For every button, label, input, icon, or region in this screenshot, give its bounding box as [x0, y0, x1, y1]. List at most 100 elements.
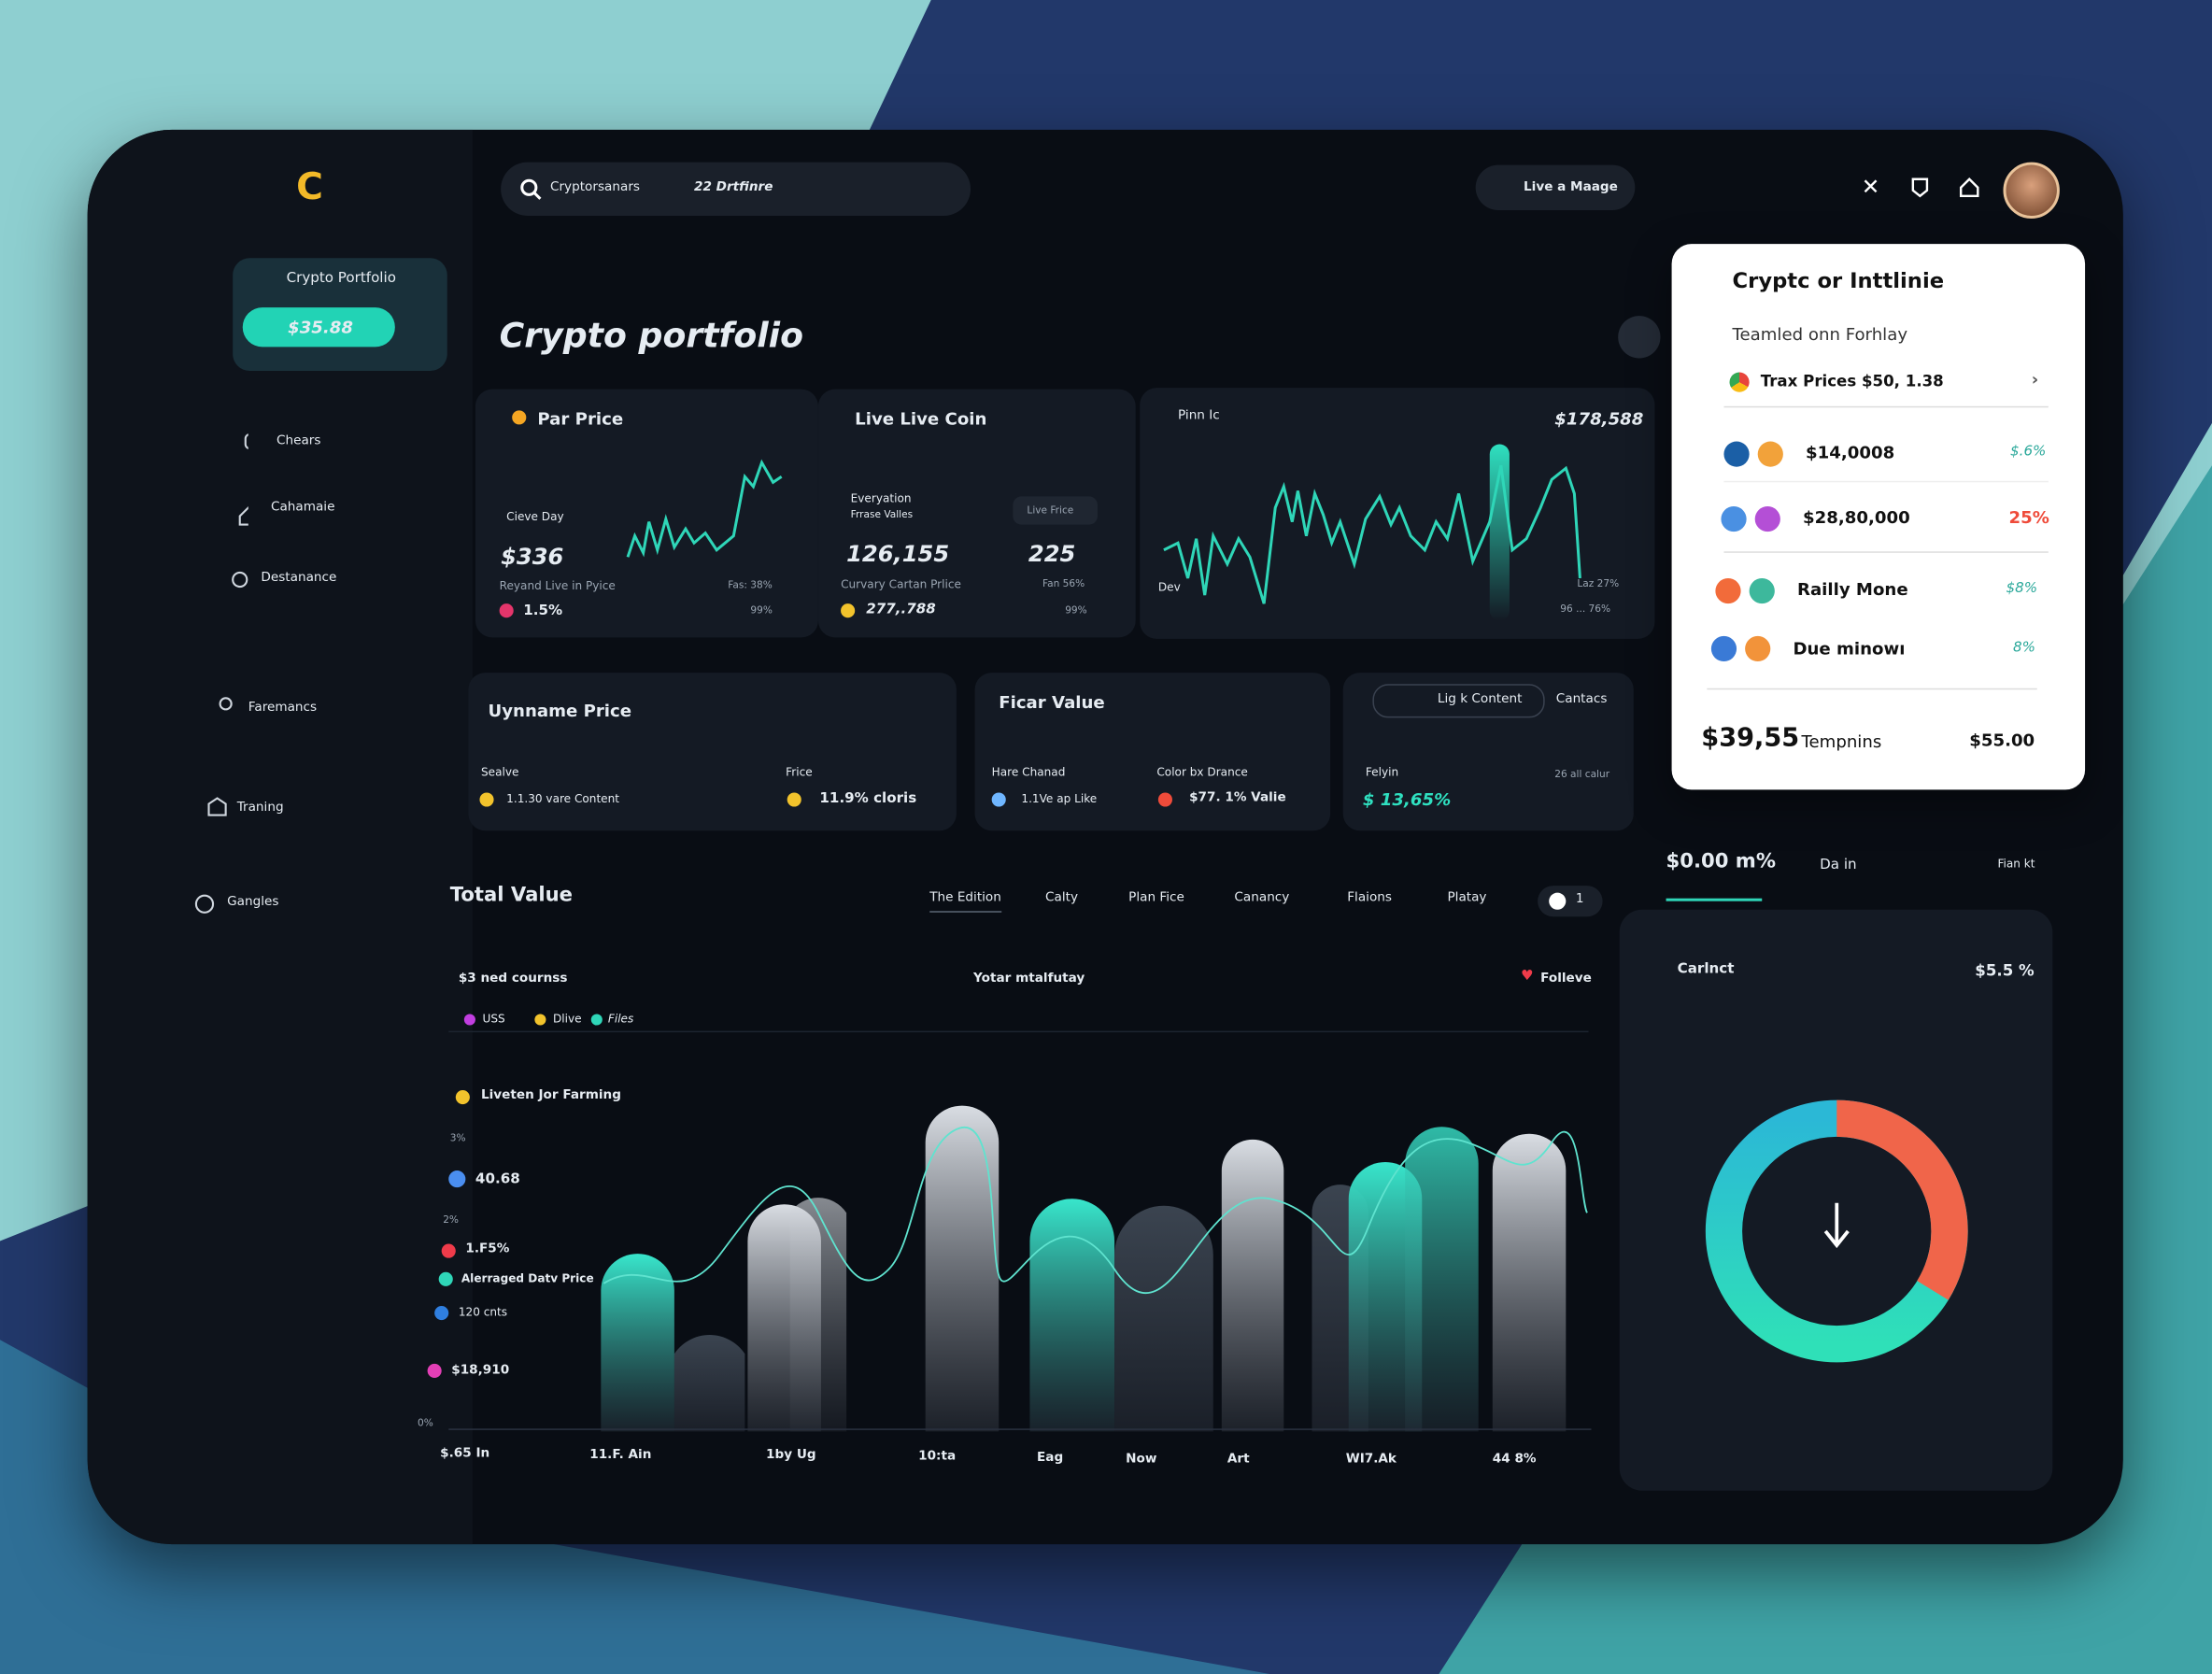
card-right2: 99%	[1065, 604, 1087, 617]
divider	[1723, 551, 2049, 553]
logo[interactable]: C	[296, 166, 323, 209]
donut-card	[1619, 909, 2053, 1491]
divider	[1723, 480, 2049, 483]
stat-value: $77. 1% Valie	[1189, 790, 1286, 806]
chart-center: Yotar mtalfutay	[973, 972, 1085, 986]
link-icon	[1729, 372, 1750, 392]
stat-tab[interactable]: Cantacs	[1555, 692, 1608, 707]
summary-tab[interactable]: Da in	[1820, 857, 1857, 873]
row-change: $.6%	[2010, 444, 2047, 461]
legend-item: Files	[607, 1012, 634, 1026]
card-title: Par Price	[537, 408, 624, 429]
toggle-knob[interactable]	[1549, 892, 1567, 910]
search-filter[interactable]: 22 Drtfinre	[694, 180, 773, 195]
nav-item[interactable]: Gangles	[227, 895, 279, 910]
row-value: $14,0008	[1806, 443, 1895, 463]
x-label: 10:ta	[918, 1449, 957, 1465]
summary-tab[interactable]: Fian kt	[1997, 857, 2035, 871]
section-title: Total Value	[449, 884, 573, 907]
y-icon	[448, 1170, 466, 1188]
search-text[interactable]: Cryptorsanars	[549, 180, 640, 195]
action-label[interactable]: Live a Maage	[1524, 180, 1618, 195]
portfolio-label: Crypto Portfolio	[286, 270, 396, 287]
card-right: Fas: 38%	[728, 579, 773, 591]
panel-title: Cryptc or Inttlinie	[1732, 267, 1945, 294]
change-icon	[841, 603, 856, 618]
action-button[interactable]	[1475, 164, 1636, 210]
nav-item[interactable]: Destanance	[261, 571, 337, 586]
y-icon	[434, 1305, 449, 1321]
heart-icon: ♥	[1520, 969, 1534, 985]
chip-label[interactable]: Live Frice	[1027, 504, 1074, 517]
up-button[interactable]	[1618, 316, 1661, 359]
row-change: 25%	[2008, 507, 2049, 528]
stat-note: 26 all calur	[1554, 768, 1610, 780]
sparkline	[626, 459, 783, 558]
card-value: 126,155	[846, 540, 950, 567]
coin-icon	[512, 410, 527, 425]
chip[interactable]	[1013, 496, 1098, 525]
y-icon	[441, 1243, 456, 1258]
toggle[interactable]	[1538, 886, 1603, 917]
tab[interactable]: The Edition	[929, 891, 1001, 913]
row-value: $28,80,000	[1803, 507, 1910, 528]
nav-item[interactable]: Faremancs	[248, 701, 318, 716]
nav-item[interactable]: Chears	[276, 433, 321, 449]
divider	[1707, 688, 2037, 690]
legend-item: Dlive	[552, 1012, 582, 1026]
coin-icon	[1721, 505, 1747, 532]
search-bar[interactable]	[501, 162, 971, 216]
content-tab[interactable]	[1372, 684, 1545, 718]
baseline	[448, 1428, 1592, 1430]
coin-icon	[1710, 635, 1737, 662]
stat-icon	[991, 792, 1006, 807]
coin-icon	[1745, 635, 1771, 662]
area-chart	[601, 1105, 1588, 1432]
card-value: 225	[1028, 540, 1076, 567]
stat-value: 11.9% cloris	[819, 790, 917, 807]
tab[interactable]: Plan Fice	[1128, 891, 1184, 906]
y-icon	[427, 1363, 442, 1378]
toggle-label[interactable]: 1	[1575, 892, 1584, 907]
stat-title: Ficar Value	[999, 692, 1105, 713]
stat-label: Color bx Drance	[1156, 765, 1248, 779]
y-icon	[438, 1271, 453, 1286]
y-label: $18,910	[451, 1363, 510, 1378]
card-right2: 99%	[750, 604, 773, 617]
header-icons[interactable]	[1859, 174, 1986, 202]
stat-label: Felyin	[1365, 765, 1399, 779]
stat-icon	[787, 792, 801, 807]
nav-item[interactable]: Cahamaie	[270, 500, 335, 516]
y-label: 3%	[449, 1132, 466, 1144]
farming-label: Liveten Jor Farming	[480, 1088, 621, 1103]
footer-label: Tempnins	[1801, 731, 1882, 752]
legend-item: USS	[482, 1012, 505, 1026]
donut-title: Carlnct	[1677, 961, 1735, 978]
balance-pill[interactable]	[242, 307, 395, 348]
panel-link[interactable]: Trax Prices $50, 1.38	[1760, 372, 1944, 391]
follow[interactable]: Folleve	[1540, 972, 1592, 986]
stat-icon	[1157, 792, 1172, 807]
stat-value: 1.1Ve ap Like	[1021, 792, 1098, 806]
stat-value: $ 13,65%	[1362, 789, 1452, 810]
stat-label: Frice	[786, 765, 813, 779]
stat-label: Hare Chanad	[991, 765, 1066, 779]
card-left: Dev	[1157, 580, 1181, 594]
balance[interactable]: $35.88	[288, 317, 354, 337]
avatar[interactable]	[2003, 162, 2060, 220]
nav-icons	[194, 433, 248, 914]
tab-underline	[1666, 898, 1763, 901]
stat-card	[1342, 673, 1634, 831]
donut-value: $5.5 %	[1975, 961, 2035, 981]
stat-title[interactable]: Lig k Content	[1437, 692, 1523, 707]
tab[interactable]: Platay	[1447, 891, 1487, 906]
chevron[interactable]: ›	[2031, 369, 2039, 390]
card-sub: Curvary Cartan Prlice	[841, 577, 961, 591]
card-right2: 96 ... 76%	[1560, 603, 1611, 616]
nav-item[interactable]: Traning	[236, 801, 284, 816]
y-label: Alerraged Datv Price	[461, 1271, 594, 1285]
tab[interactable]: Flaions	[1347, 891, 1392, 906]
tab[interactable]: Calty	[1045, 891, 1079, 906]
divider	[1723, 405, 2049, 408]
tab[interactable]: Canancy	[1234, 891, 1290, 906]
